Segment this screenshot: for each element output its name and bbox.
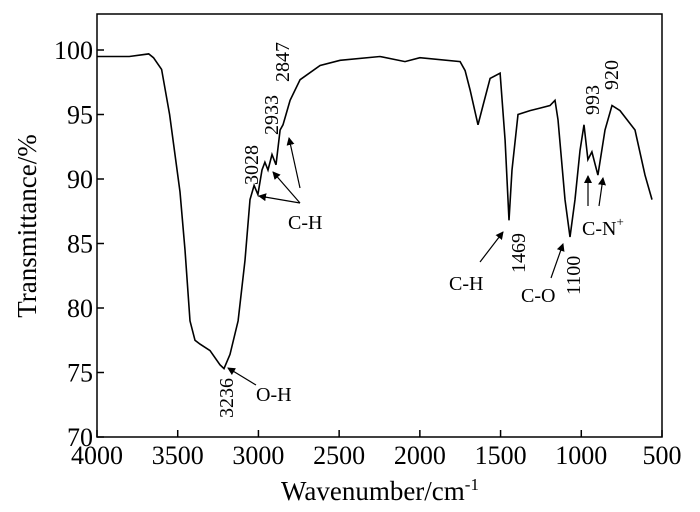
peak-label: 2847 [272, 42, 294, 82]
y-tick-label: 100 [54, 36, 93, 65]
x-axis-label: Wavenumber/cm-1 [281, 475, 479, 506]
annotation-arrow [286, 137, 301, 189]
group-label-sup: + [616, 214, 623, 229]
y-tick-label: 85 [67, 230, 93, 259]
y-tick-label: 95 [67, 101, 93, 130]
peak-label: 1100 [563, 256, 585, 295]
annotation-arrow [598, 177, 606, 207]
group-label: C-O [521, 285, 555, 307]
annotation-arrow [258, 193, 301, 204]
group-label: O-H [256, 384, 292, 406]
x-tick-label: 500 [643, 441, 682, 470]
plot-frame [96, 13, 663, 438]
x-tick-label: 1000 [555, 441, 607, 470]
x-tick-label: 2500 [313, 441, 365, 470]
x-tick-label: 3000 [232, 441, 284, 470]
x-tick-label: 4000 [71, 441, 123, 470]
peak-label: 2933 [261, 95, 283, 135]
annotation-arrow [550, 243, 565, 279]
peak-label: 3236 [216, 378, 238, 418]
group-label: C-N+ [582, 214, 624, 240]
group-label-text: O-H [256, 384, 292, 406]
annotation-arrow [479, 231, 504, 263]
group-label-text: C-N [582, 218, 616, 240]
peak-label: 1469 [508, 233, 530, 273]
peak-label: 3028 [241, 145, 263, 185]
x-tick-label: 1500 [475, 441, 527, 470]
y-tick-label: 70 [67, 423, 93, 452]
y-tick-label: 90 [67, 165, 93, 194]
group-label-text: C-O [521, 285, 555, 307]
x-tick-label: 3500 [152, 441, 204, 470]
peak-label: 920 [601, 60, 623, 90]
group-label: C-H [288, 212, 322, 234]
spectrum-line [97, 53, 653, 370]
group-label: C-H [449, 273, 483, 295]
y-axis-label: Transmittance/% [12, 134, 42, 317]
y-tick-label: 80 [67, 294, 93, 323]
peak-label: 993 [582, 85, 604, 115]
x-tick-label: 2000 [394, 441, 446, 470]
annotation-arrow [272, 171, 301, 204]
group-label-text: C-H [449, 273, 483, 295]
y-tick-label: 75 [67, 359, 93, 388]
annotation-arrow [227, 367, 257, 386]
group-label-text: C-H [288, 212, 322, 234]
